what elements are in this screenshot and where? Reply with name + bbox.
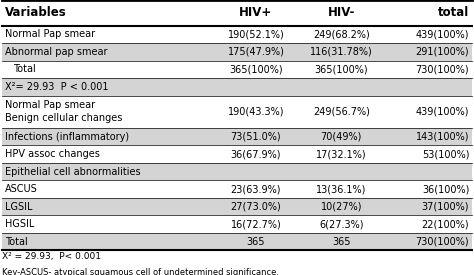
Bar: [2, 180, 472, 198]
Text: HIV+: HIV+: [239, 6, 273, 19]
Text: 36(67.9%): 36(67.9%): [231, 149, 281, 159]
Text: total: total: [438, 6, 469, 19]
Text: 13(36.1%): 13(36.1%): [316, 184, 366, 194]
Text: 730(100%): 730(100%): [416, 236, 469, 246]
Text: 291(100%): 291(100%): [416, 47, 469, 57]
Bar: [2, 43, 472, 60]
Bar: [2, 215, 472, 233]
Text: Normal Pap smear: Normal Pap smear: [5, 29, 95, 39]
Text: 73(51.0%): 73(51.0%): [231, 132, 281, 142]
Text: 365: 365: [332, 236, 351, 246]
Text: 53(100%): 53(100%): [422, 149, 469, 159]
Text: 36(100%): 36(100%): [422, 184, 469, 194]
Bar: [2, 198, 472, 215]
Text: X²= 29.93  P < 0.001: X²= 29.93 P < 0.001: [5, 82, 108, 92]
Text: 190(52.1%): 190(52.1%): [228, 29, 284, 39]
Text: 143(100%): 143(100%): [416, 132, 469, 142]
Text: 17(32.1%): 17(32.1%): [316, 149, 366, 159]
Text: 23(63.9%): 23(63.9%): [231, 184, 281, 194]
Bar: [2, 60, 472, 78]
Text: 365: 365: [246, 236, 265, 246]
Text: Benign cellular changes: Benign cellular changes: [5, 113, 122, 123]
Text: 6(27.3%): 6(27.3%): [319, 219, 364, 229]
Text: X² = 29.93,  P< 0.001: X² = 29.93, P< 0.001: [2, 252, 101, 262]
Bar: [2, 95, 472, 128]
Text: HPV assoc changes: HPV assoc changes: [5, 149, 100, 159]
Text: Epithelial cell abnormalities: Epithelial cell abnormalities: [5, 167, 140, 177]
Text: 10(27%): 10(27%): [320, 202, 362, 211]
Bar: [2, 145, 472, 163]
Text: 37(100%): 37(100%): [422, 202, 469, 211]
Text: 365(100%): 365(100%): [314, 64, 368, 74]
Text: 730(100%): 730(100%): [416, 64, 469, 74]
Text: 439(100%): 439(100%): [416, 107, 469, 117]
Text: HIV-: HIV-: [328, 6, 355, 19]
Text: ASCUS: ASCUS: [5, 184, 37, 194]
Text: 116(31.78%): 116(31.78%): [310, 47, 373, 57]
Bar: [2, 128, 472, 145]
Bar: [2, 78, 472, 95]
Bar: [2, 26, 472, 43]
Text: Total: Total: [13, 64, 36, 74]
Bar: [2, 163, 472, 180]
Bar: [2, 0, 472, 26]
Bar: [2, 233, 472, 250]
Text: Normal Pap smear: Normal Pap smear: [5, 100, 95, 110]
Text: Total: Total: [5, 236, 27, 246]
Text: Variables: Variables: [5, 6, 66, 19]
Text: HGSIL: HGSIL: [5, 219, 34, 229]
Text: 249(68.2%): 249(68.2%): [313, 29, 370, 39]
Text: Key-ASCUS- atypical squamous cell of undetermined significance.: Key-ASCUS- atypical squamous cell of und…: [2, 268, 279, 275]
Text: Abnormal pap smear: Abnormal pap smear: [5, 47, 107, 57]
Text: 22(100%): 22(100%): [422, 219, 469, 229]
Text: LGSIL: LGSIL: [5, 202, 32, 211]
Text: Infections (inflammatory): Infections (inflammatory): [5, 132, 129, 142]
Text: 16(72.7%): 16(72.7%): [230, 219, 282, 229]
Text: 249(56.7%): 249(56.7%): [313, 107, 370, 117]
Text: 439(100%): 439(100%): [416, 29, 469, 39]
Text: 70(49%): 70(49%): [320, 132, 362, 142]
Text: 190(43.3%): 190(43.3%): [228, 107, 284, 117]
Text: 365(100%): 365(100%): [229, 64, 283, 74]
Text: 175(47.9%): 175(47.9%): [228, 47, 284, 57]
Text: 27(73.0%): 27(73.0%): [230, 202, 282, 211]
